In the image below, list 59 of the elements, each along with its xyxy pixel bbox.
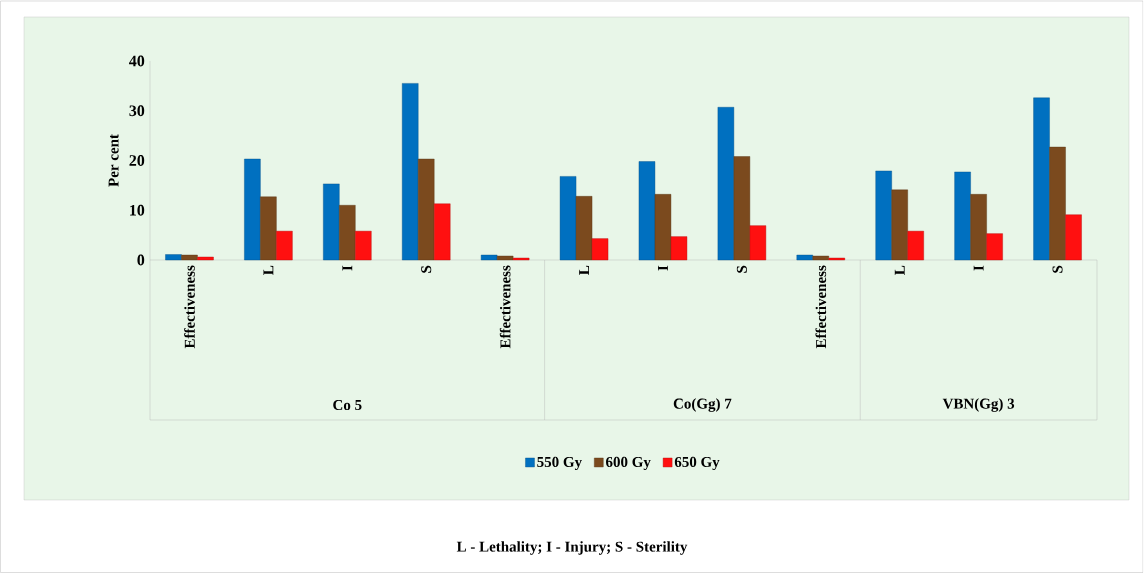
y-tick-label: 40 <box>129 55 145 67</box>
bar <box>276 230 293 261</box>
x-tick-label: L <box>894 265 905 275</box>
x-tick-label: Effectiveness <box>499 265 511 349</box>
bar <box>670 236 688 261</box>
bar <box>496 255 514 261</box>
bar <box>1049 146 1066 261</box>
text: Co 5 <box>333 399 362 411</box>
bar <box>796 254 813 261</box>
bar <box>339 205 356 261</box>
bar <box>875 170 892 261</box>
x-tick-label: L <box>579 265 589 275</box>
legend-label: 550 Gy <box>537 456 582 471</box>
bar <box>907 230 924 261</box>
bar <box>954 171 971 261</box>
bar <box>733 156 751 261</box>
bar <box>418 158 435 261</box>
bar <box>575 196 593 261</box>
bar <box>970 194 987 261</box>
bar <box>717 107 735 261</box>
bar <box>402 83 419 261</box>
y-tick-label: 0 <box>137 254 145 266</box>
bar <box>812 255 829 261</box>
bar <box>1033 97 1050 261</box>
bar <box>323 183 340 261</box>
bar <box>986 233 1003 261</box>
bar <box>197 256 214 261</box>
bar <box>638 161 656 261</box>
bar <box>654 194 672 261</box>
x-tick-label: I <box>973 265 984 271</box>
bar <box>244 158 261 261</box>
x-tick-label: S <box>736 265 747 273</box>
text: L - Lethality; I - Injury; S - Sterility <box>456 541 688 555</box>
y-tick-label: 20 <box>129 155 145 166</box>
bar <box>591 238 609 261</box>
bar <box>749 225 767 261</box>
y-tick-label: 10 <box>130 204 145 216</box>
bar <box>181 254 198 261</box>
y-axis-title: Per cent <box>108 134 119 187</box>
x-tick-label: Effectiveness <box>815 265 827 349</box>
text: VBN(Gg) 3 <box>942 398 1015 412</box>
x-tick-label: Effectiveness <box>184 265 195 349</box>
x-tick-label: I <box>658 265 668 271</box>
bar <box>559 176 577 261</box>
bar <box>480 254 498 261</box>
text: Co(Gg) 7 <box>673 398 732 412</box>
bar <box>891 189 908 261</box>
x-tick-label: S <box>421 265 432 273</box>
x-tick-label: I <box>342 265 353 271</box>
bar <box>165 254 182 261</box>
legend-label: 650 Gy <box>674 456 720 471</box>
x-tick-label: L <box>263 265 274 275</box>
bar <box>355 230 372 261</box>
x-tick-label: S <box>1052 265 1063 273</box>
bar <box>1065 214 1082 261</box>
legend-label: 600 Gy <box>606 456 651 471</box>
y-tick-label: 30 <box>129 105 145 117</box>
bar <box>434 203 451 261</box>
bar <box>260 196 277 261</box>
